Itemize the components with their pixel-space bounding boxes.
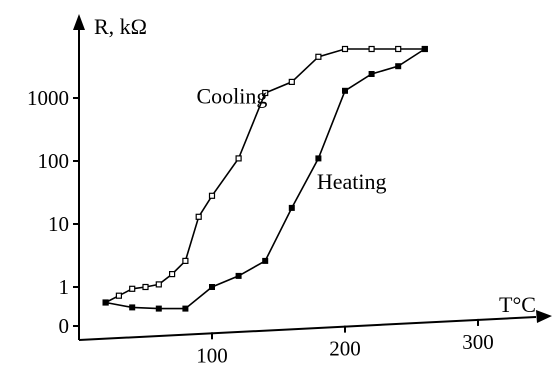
x-tick-label-200: 200 (329, 337, 361, 361)
point-cooling-7 (195, 213, 202, 220)
point-heating-5 (235, 272, 242, 279)
y-tick-label-10: 10 (48, 212, 69, 236)
x-tick-label-100: 100 (196, 343, 228, 367)
x-ticks: 100 200 300 (196, 318, 494, 367)
y-axis-arrow (73, 14, 85, 30)
point-cooling-6 (182, 257, 189, 264)
point-cooling-10 (262, 89, 269, 97)
point-cooling-5 (169, 271, 176, 278)
point-heating-0 (102, 299, 109, 306)
annotation-cooling: Cooling (196, 83, 267, 108)
x-axis-line (78, 316, 537, 341)
point-heating-11 (395, 63, 402, 70)
y-tick-label-0: 0 (59, 314, 70, 338)
x-axis-arrow (536, 310, 552, 323)
y-tick-label-100: 100 (38, 149, 70, 173)
annotations: Cooling Heating (196, 83, 386, 194)
point-heating-7 (288, 204, 295, 211)
point-heating-10 (368, 71, 375, 77)
point-cooling-8 (208, 192, 216, 199)
series-heating (102, 46, 428, 312)
point-cooling-3 (142, 283, 149, 291)
point-heating-2 (155, 305, 162, 312)
point-cooling-14 (368, 45, 375, 53)
y-tick-label-1000: 1000 (27, 86, 69, 110)
y-ticks: 0 1 10 100 1000 (27, 86, 79, 338)
point-cooling-15 (395, 45, 402, 53)
point-heating-1 (129, 304, 136, 311)
annotation-heating: Heating (317, 169, 387, 194)
point-heating-9 (342, 87, 348, 94)
point-heating-12 (421, 46, 428, 52)
y-tick-label-1: 1 (59, 275, 70, 299)
point-cooling-1 (115, 292, 123, 299)
series (102, 45, 428, 312)
axes: R, kΩ T°C (73, 14, 552, 341)
point-cooling-11 (288, 78, 295, 86)
point-heating-8 (315, 155, 322, 162)
x-axis-title: T°C (499, 292, 536, 317)
point-heating-4 (209, 284, 215, 290)
point-heating-3 (182, 305, 189, 312)
point-cooling-13 (341, 45, 349, 53)
point-cooling-4 (155, 281, 162, 288)
point-cooling-12 (315, 53, 322, 60)
point-cooling-9 (235, 155, 242, 162)
x-tick-label-300: 300 (462, 330, 494, 354)
point-heating-6 (262, 257, 269, 264)
point-cooling-2 (129, 285, 136, 292)
y-axis-title: R, kΩ (94, 14, 147, 39)
